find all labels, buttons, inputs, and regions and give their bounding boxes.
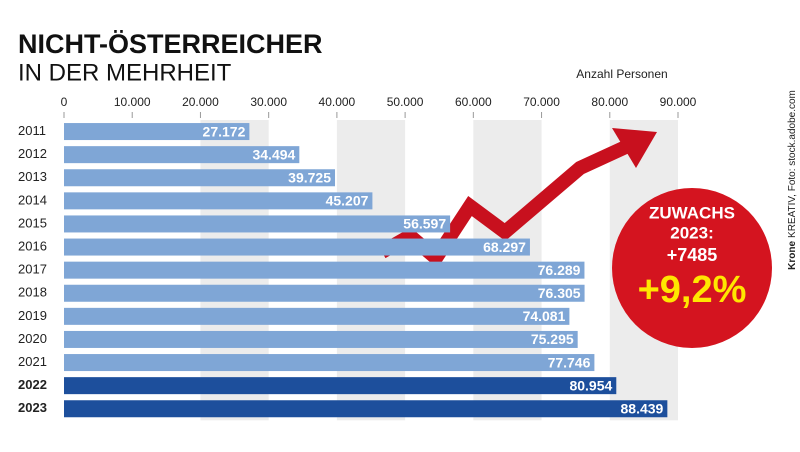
y-tick-label: 2018 <box>18 285 47 300</box>
value-label: 75.295 <box>531 331 574 347</box>
x-tick-label: 0 <box>61 95 68 109</box>
value-label: 68.297 <box>483 239 526 255</box>
bar <box>64 400 668 418</box>
value-label: 76.305 <box>538 285 581 301</box>
x-tick-label: 80.000 <box>591 95 628 109</box>
annotation: 2023: <box>670 223 713 242</box>
value-label: 88.439 <box>621 400 664 416</box>
chart-title: NICHT-ÖSTERREICHER <box>18 29 323 59</box>
bar <box>64 169 336 187</box>
axis-label: Anzahl Personen <box>576 67 667 81</box>
credit-brand: Krone <box>787 241 798 270</box>
y-tick-label: 2019 <box>18 308 47 323</box>
bar <box>64 215 451 233</box>
badge: ZUWACHS 2023: +7485 +9,2% <box>612 188 772 348</box>
bar <box>64 261 585 279</box>
y-tick-label: 2013 <box>18 169 47 184</box>
x-tick-label: 20.000 <box>182 95 219 109</box>
bar <box>64 146 300 164</box>
bar <box>64 330 578 348</box>
bar <box>64 307 570 325</box>
y-tick-label: 2022 <box>18 377 47 392</box>
value-label: 39.725 <box>288 169 331 185</box>
bar <box>64 192 373 210</box>
y-tick-label: 2023 <box>18 400 47 415</box>
annotation: ZUWACHS <box>649 203 735 222</box>
x-tick-label: 10.000 <box>114 95 151 109</box>
credit-text: KREATIV, Foto: stock.adobe.com <box>787 90 798 238</box>
bar <box>64 284 585 302</box>
bar <box>64 238 530 256</box>
x-tick-label: 50.000 <box>387 95 424 109</box>
value-label: 27.172 <box>203 123 246 139</box>
credit: Krone KREATIV, Foto: stock.adobe.com <box>787 90 798 270</box>
y-tick-label: 2020 <box>18 331 47 346</box>
x-tick-label: 30.000 <box>250 95 287 109</box>
annotation: +7485 <box>667 245 718 265</box>
bar <box>64 354 595 372</box>
y-tick-label: 2012 <box>18 146 47 161</box>
value-label: 74.081 <box>523 308 566 324</box>
annotation: +9,2% <box>638 269 747 311</box>
y-tick-label: 2011 <box>18 123 46 138</box>
value-label: 34.494 <box>252 146 295 162</box>
x-tick-label: 70.000 <box>523 95 560 109</box>
value-label: 76.289 <box>538 262 581 278</box>
value-label: 80.954 <box>569 377 612 393</box>
x-tick-label: 40.000 <box>319 95 356 109</box>
value-label: 56.597 <box>403 216 446 232</box>
bar <box>64 123 250 141</box>
y-tick-label: 2015 <box>18 215 47 230</box>
chart-subtitle: IN DER MEHRHEIT <box>18 59 232 86</box>
y-tick-label: 2016 <box>18 238 47 253</box>
x-tick-label: 60.000 <box>455 95 492 109</box>
bar <box>64 377 617 395</box>
y-tick-label: 2014 <box>18 192 47 207</box>
x-tick-label: 90.000 <box>660 95 697 109</box>
arrow <box>378 128 657 269</box>
value-label: 77.746 <box>548 354 591 370</box>
y-tick-label: 2021 <box>18 354 47 369</box>
y-tick-label: 2017 <box>18 262 47 277</box>
value-label: 45.207 <box>326 193 369 209</box>
